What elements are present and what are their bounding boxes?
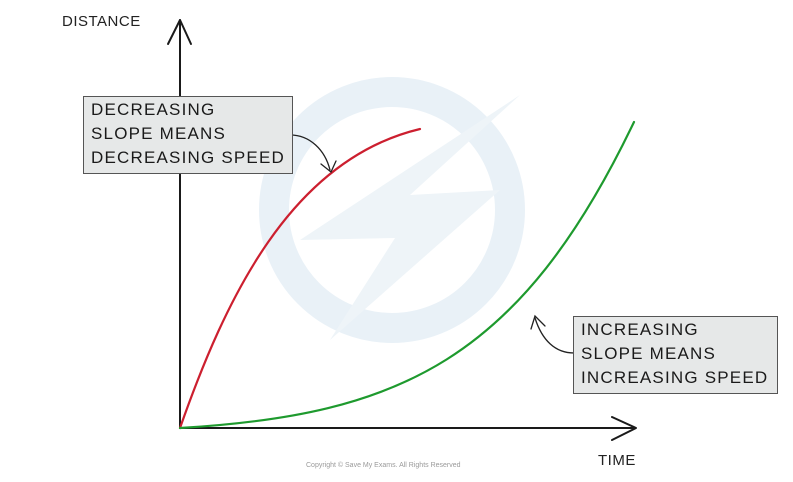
y-axis-label: DISTANCE bbox=[62, 13, 141, 30]
callout-line-3: INCREASING SPEED bbox=[581, 368, 769, 387]
callout-line-3: DECREASING SPEED bbox=[91, 148, 285, 167]
increasing-connector bbox=[530, 314, 580, 357]
decreasing-speed-curve bbox=[178, 127, 422, 430]
x-axis-arrowhead bbox=[611, 416, 637, 441]
callout-line-1: DECREASING bbox=[91, 100, 216, 119]
y-axis-arrowhead bbox=[167, 19, 192, 45]
callout-line-2: SLOPE MEANS bbox=[91, 124, 227, 143]
x-axis-label: TIME bbox=[598, 452, 636, 469]
copyright-notice: Copyright © Save My Exams. All Rights Re… bbox=[306, 462, 461, 469]
decreasing-slope-callout: DECREASING SLOPE MEANS DECREASING SPEED bbox=[83, 96, 293, 174]
watermark-logo bbox=[259, 77, 525, 343]
axes bbox=[167, 19, 637, 441]
callout-line-1: INCREASING bbox=[581, 320, 699, 339]
callout-line-2: SLOPE MEANS bbox=[581, 344, 717, 363]
increasing-speed-curve bbox=[178, 120, 636, 430]
increasing-slope-callout: INCREASING SLOPE MEANS INCREASING SPEED bbox=[573, 316, 778, 394]
